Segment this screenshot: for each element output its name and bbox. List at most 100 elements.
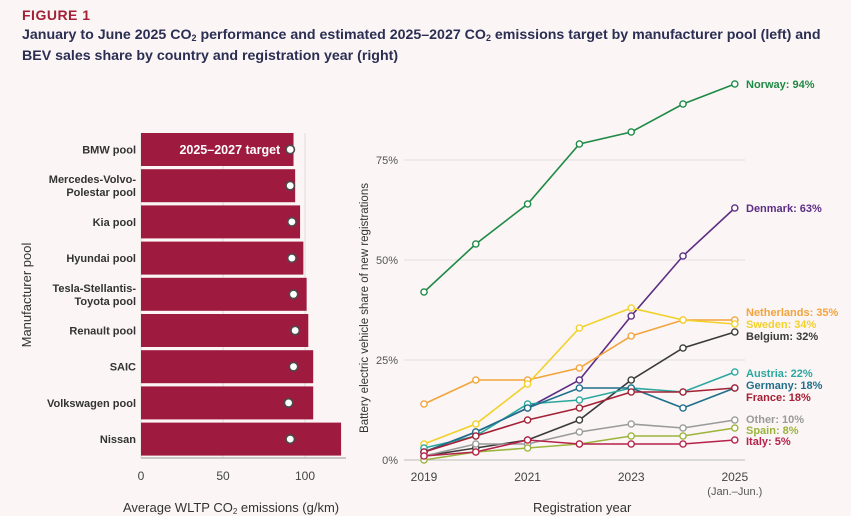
point-italy-2021 — [523, 436, 532, 444]
point-france-2022 — [575, 404, 584, 412]
figure-label: FIGURE 1 — [22, 7, 91, 23]
point-sweden-2021 — [523, 380, 532, 388]
right-y-axis-title: Battery electric vehicle share of new re… — [359, 183, 371, 433]
point-italy-2025 — [731, 436, 739, 444]
bar-4 — [141, 277, 307, 311]
point-norway-2025 — [731, 80, 739, 88]
target-marker-7 — [283, 397, 294, 408]
point-italy-2023 — [627, 440, 636, 448]
point-italy-2022 — [575, 440, 584, 448]
point-norway-2022 — [575, 140, 584, 148]
point-france-2023 — [627, 388, 636, 396]
point-denmark-2023 — [627, 312, 636, 320]
category-label: BMW pool — [82, 145, 136, 157]
point-france-2020 — [471, 432, 480, 440]
point-belgium-2023 — [627, 376, 636, 384]
point-sweden-2022 — [575, 324, 584, 332]
target-marker-0 — [285, 144, 296, 155]
point-spain-2025 — [731, 424, 739, 432]
target-marker-4 — [288, 289, 299, 300]
point-denmark-2024 — [679, 252, 687, 260]
series-end-label-france: France: 18% — [746, 392, 811, 404]
bar-2 — [141, 205, 301, 239]
point-france-2025 — [731, 384, 739, 392]
left-x-tick-label: 100 — [295, 469, 315, 483]
right-y-tick-label: 0% — [382, 455, 398, 467]
point-belgium-2024 — [679, 344, 687, 352]
category-label: Mercedes-Volvo- — [49, 174, 137, 186]
category-label: Hyundai pool — [66, 253, 136, 265]
point-norway-2023 — [627, 128, 636, 136]
left-x-tick-label: 0 — [138, 469, 145, 483]
point-norway-2024 — [679, 100, 687, 108]
point-norway-2021 — [523, 200, 532, 208]
point-austria-2022 — [575, 396, 584, 404]
target-annotation: 2025–2027 target — [179, 143, 281, 157]
point-other-2024 — [679, 424, 687, 432]
point-belgium-2025 — [731, 328, 739, 336]
point-spain-2024 — [679, 432, 687, 440]
point-germany-2024 — [679, 404, 687, 412]
bar-1 — [141, 169, 296, 203]
point-sweden-2023 — [627, 304, 636, 312]
point-netherlands-2022 — [575, 364, 584, 372]
target-marker-6 — [288, 361, 299, 372]
series-line-norway — [423, 83, 736, 293]
right-x-tick-label: 2025 — [721, 470, 748, 484]
right-x-tick-label: 2021 — [514, 470, 541, 484]
point-other-2020 — [471, 440, 480, 448]
target-marker-8 — [285, 434, 296, 445]
right-y-tick-label: 75% — [376, 155, 398, 167]
right-y-tick-label: 25% — [376, 355, 398, 367]
point-denmark-2022 — [575, 376, 584, 384]
point-norway-2019 — [420, 288, 428, 296]
point-germany-2021 — [523, 404, 532, 412]
point-italy-2024 — [679, 440, 687, 448]
left-x-axis-title: Average WLTP CO2 emissions (g/km) — [123, 500, 340, 516]
point-netherlands-2020 — [471, 376, 480, 384]
point-norway-2020 — [471, 240, 480, 248]
point-belgium-2022 — [575, 416, 584, 424]
series-end-label-austria: Austria: 22% — [746, 368, 813, 380]
right-y-tick-label: 50% — [376, 255, 398, 267]
series-end-label-spain: Spain: 8% — [746, 425, 799, 437]
bar-6 — [141, 350, 314, 384]
target-marker-3 — [286, 253, 297, 264]
series-end-label-sweden: Sweden: 34% — [746, 319, 817, 331]
point-sweden-2024 — [679, 316, 687, 324]
category-label: Polestar pool — [66, 187, 136, 199]
right-x-tick-note: (Jan.–Jun.) — [707, 486, 762, 498]
point-denmark-2025 — [731, 204, 739, 212]
bar-8 — [141, 422, 342, 456]
point-netherlands-2023 — [627, 332, 636, 340]
point-italy-2019 — [420, 452, 428, 460]
category-label: Kia pool — [93, 217, 136, 229]
target-marker-1 — [285, 180, 296, 191]
category-label: Nissan — [100, 434, 136, 446]
right-x-tick-label: 2019 — [411, 470, 438, 484]
series-end-label-belgium: Belgium: 32% — [746, 331, 818, 343]
point-other-2023 — [627, 420, 636, 428]
bar-0 — [141, 133, 294, 166]
target-marker-2 — [286, 216, 297, 227]
point-france-2024 — [679, 388, 687, 396]
series-end-label-germany: Germany: 18% — [746, 380, 823, 392]
series-end-label-other: Other: 10% — [746, 414, 804, 426]
category-label: Renault pool — [69, 326, 136, 338]
series-end-label-norway: Norway: 94% — [746, 79, 815, 91]
category-label: Toyota pool — [74, 296, 136, 308]
category-label: Tesla-Stellantis- — [52, 283, 136, 295]
point-sweden-2025 — [731, 320, 739, 328]
figure-title: January to June 2025 CO2 performance and… — [22, 27, 821, 64]
target-marker-5 — [290, 325, 301, 336]
bar-3 — [141, 241, 304, 275]
point-spain-2023 — [627, 432, 636, 440]
point-other-2025 — [731, 416, 739, 424]
series-end-label-italy: Italy: 5% — [746, 436, 791, 448]
point-italy-2020 — [471, 448, 480, 456]
point-austria-2025 — [731, 368, 739, 376]
point-spain-2021 — [523, 444, 532, 452]
point-other-2022 — [575, 428, 584, 436]
point-sweden-2020 — [471, 420, 480, 428]
